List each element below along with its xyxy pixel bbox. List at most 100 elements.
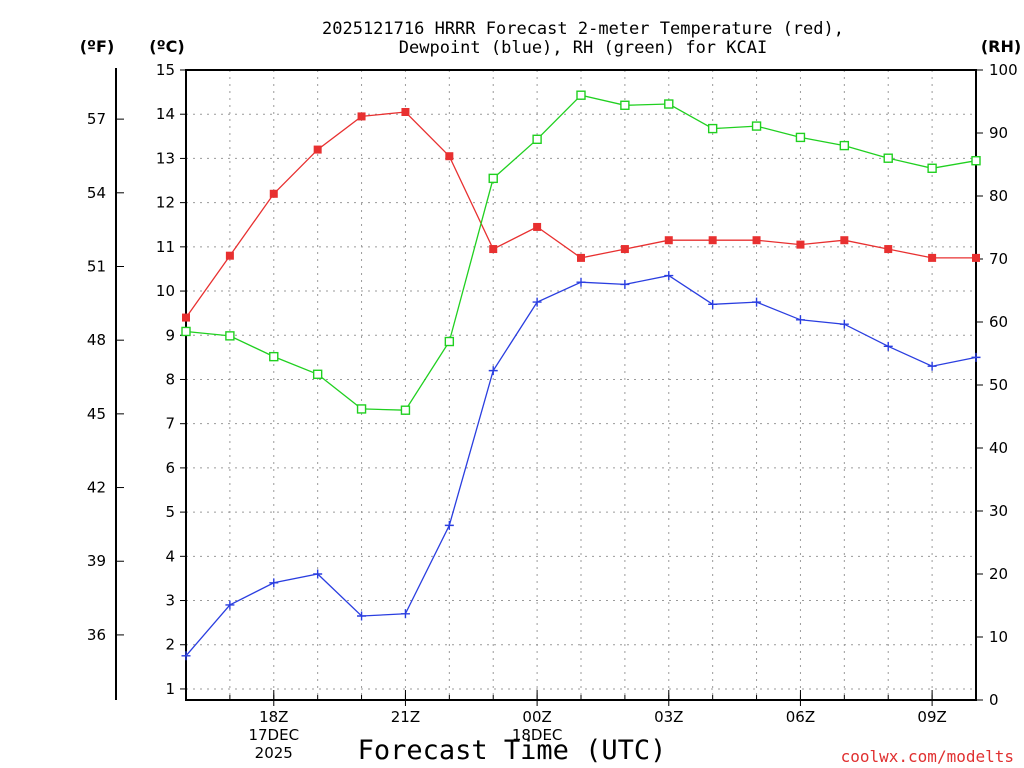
fahrenheit-tick-label: 42	[87, 479, 106, 497]
2-meter-temperature-point	[620, 245, 629, 254]
rh-point	[312, 369, 323, 379]
fahrenheit-tick-label: 54	[87, 184, 106, 202]
fahrenheit-tick-label: 57	[87, 110, 106, 128]
dewpoint-point	[576, 277, 586, 287]
rh-point	[664, 99, 674, 109]
fahrenheit-tick-label: 36	[87, 626, 106, 644]
rh-tick-label: 10	[989, 628, 1008, 646]
fahrenheit-tick-label: 48	[87, 331, 106, 349]
rh-tick-label: 100	[989, 61, 1018, 79]
dewpoint-point	[664, 271, 674, 281]
dewpoint-point	[269, 578, 279, 588]
dewpoint-point	[708, 299, 718, 309]
2-meter-temperature-point	[884, 245, 893, 254]
2-meter-temperature-point	[401, 108, 410, 116]
rh-unit-label: (RH)	[981, 37, 1021, 56]
rh-tick-label: 70	[989, 250, 1008, 268]
2-meter-temperature-point	[752, 236, 761, 245]
2-meter-temperature-point	[357, 112, 366, 121]
dewpoint-point	[181, 651, 191, 661]
celsius-tick-label: 12	[156, 194, 175, 212]
2-meter-temperature-point	[533, 222, 542, 231]
rh-point	[751, 121, 762, 131]
rh-point	[444, 336, 455, 347]
2-meter-temperature-line	[185, 111, 976, 318]
rh-point	[620, 100, 630, 110]
rh-point	[532, 134, 542, 145]
2-meter-temperature-point	[225, 251, 234, 260]
celsius-tick-label: 5	[165, 503, 175, 521]
time-tick-label: 18DEC	[512, 726, 563, 744]
dewpoint-point	[927, 361, 937, 371]
rh-point	[576, 90, 586, 100]
rh-point	[971, 156, 981, 166]
celsius-unit-label: (ºC)	[149, 37, 184, 56]
rh-point	[269, 351, 279, 362]
time-tick-label: 17DEC	[248, 726, 299, 744]
celsius-tick-label: 7	[165, 415, 175, 433]
dewpoint-point	[532, 297, 542, 307]
time-tick-label: 09Z	[917, 708, 946, 726]
rh-tick-label: 0	[989, 691, 999, 709]
time-tick-label: 18Z	[259, 708, 288, 726]
rh-point	[927, 163, 937, 173]
celsius-tick-label: 8	[165, 370, 175, 388]
time-tick-label: 2025	[255, 744, 293, 762]
fahrenheit-axis: 36 39 42 45 48 51 54 57	[87, 110, 124, 644]
rh-tick-label: 80	[989, 187, 1008, 205]
rh-point	[181, 326, 191, 337]
celsius-tick-label: 3	[165, 592, 175, 610]
2-meter-temperature-point	[664, 236, 673, 245]
celsius-tick-label: 2	[165, 636, 175, 654]
dewpoint-point	[971, 352, 981, 362]
dewpoint-point	[444, 520, 454, 530]
2-meter-temperature-point	[445, 152, 454, 161]
dewpoint-point	[313, 569, 323, 579]
rh-point	[225, 331, 235, 341]
dewpoint-point	[795, 315, 805, 325]
2-meter-temperature-point	[182, 313, 190, 322]
time-tick-label: 21Z	[391, 708, 420, 726]
celsius-tick-label: 13	[156, 149, 175, 167]
fahrenheit-tick-label: 45	[87, 405, 106, 423]
rh-tick-label: 40	[989, 439, 1008, 457]
celsius-tick-label: 9	[165, 326, 175, 344]
rh-point	[400, 405, 411, 415]
rh-point	[839, 140, 850, 151]
2-meter-temperature-point	[313, 145, 322, 154]
celsius-tick-label: 6	[165, 459, 175, 477]
dewpoint-point	[883, 341, 893, 351]
celsius-tick-label: 14	[156, 105, 175, 123]
x-axis-title: Forecast Time (UTC)	[358, 735, 667, 766]
2-meter-temperature-point	[489, 245, 498, 254]
rh-tick-label: 60	[989, 313, 1008, 331]
dewpoint-point	[752, 297, 762, 307]
2-meter-temperature-point	[796, 240, 805, 249]
2-meter-temperature-point	[269, 189, 278, 198]
rh-tick-label: 90	[989, 124, 1008, 142]
celsius-tick-label: 15	[156, 61, 175, 79]
time-tick-label: 03Z	[654, 708, 683, 726]
fahrenheit-tick-label: 51	[87, 257, 106, 275]
rh-tick-label: 20	[989, 565, 1008, 583]
series-layer	[181, 90, 981, 661]
rh-tick-label: 30	[989, 502, 1008, 520]
time-tick-label: 00Z	[522, 708, 551, 726]
fahrenheit-tick-label: 39	[87, 552, 106, 570]
dewpoint-point	[225, 600, 235, 610]
fahrenheit-unit-label: (ºF)	[80, 37, 115, 56]
rh-axis: 0 10 20 30 40 50 60 70 80 90 100	[976, 61, 1018, 709]
rh-point	[795, 132, 806, 143]
rh-point	[883, 153, 893, 163]
celsius-tick-label: 10	[156, 282, 175, 300]
credit-label: coolwx.com/modelts	[841, 747, 1014, 766]
rh-point	[707, 123, 718, 134]
dewpoint-point	[357, 611, 367, 621]
celsius-tick-label: 1	[165, 680, 175, 698]
celsius-tick-label: 4	[165, 547, 175, 565]
chart-title-line-2: Dewpoint (blue), RH (green) for KCAI	[399, 38, 767, 58]
dewpoint-line	[185, 274, 977, 657]
